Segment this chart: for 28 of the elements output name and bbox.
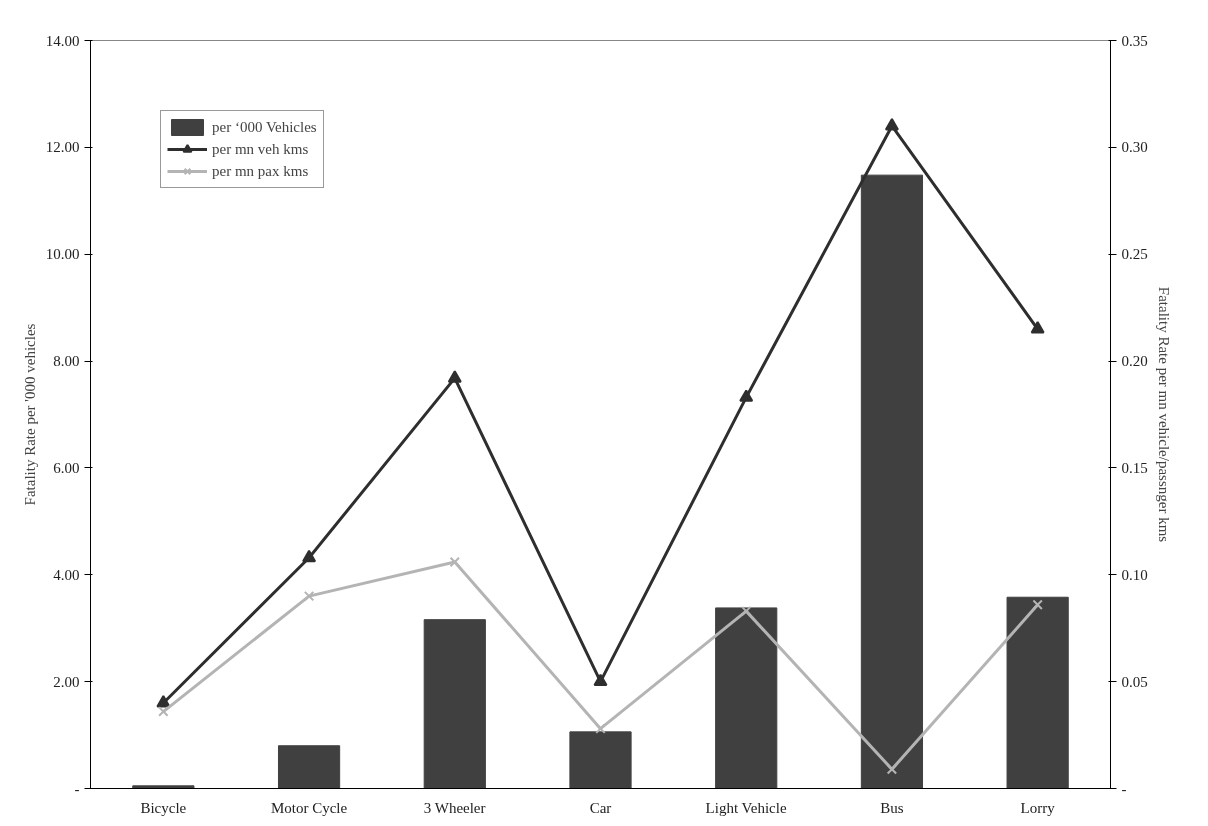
legend-label: per mn veh kms <box>212 140 309 158</box>
legend-label: per ‘000 Vehicles <box>212 118 317 136</box>
y-tick-label: 10.00 <box>45 246 80 263</box>
x-tick-label: Bicycle <box>140 799 187 816</box>
y-tick-label: 14.00 <box>45 32 80 49</box>
y-tick-label: 2.00 <box>53 673 80 690</box>
y2-tick-label: 0.35 <box>1121 32 1148 49</box>
x-tick-label: Light Vehicle <box>705 799 787 816</box>
y2-tick-label: - <box>1121 780 1127 797</box>
x-tick-label: Lorry <box>1020 799 1056 816</box>
y-tick-label: 12.00 <box>45 139 80 156</box>
x-tick-label: 3 Wheeler <box>423 799 486 816</box>
y2-tick-label: 0.30 <box>1121 139 1148 156</box>
y2-tick-label: 0.05 <box>1121 673 1148 690</box>
x-tick-label: Car <box>589 799 612 816</box>
y2-tick-label: 0.25 <box>1121 246 1148 263</box>
x-tick-label: Bus <box>880 799 904 816</box>
y2-tick-label: 0.20 <box>1121 353 1148 370</box>
y-tick-label: - <box>74 780 80 797</box>
x-tick-label: Motor Cycle <box>270 799 348 816</box>
y-tick-label: 6.00 <box>53 459 80 476</box>
y2-axis-title: Fatality Rate per mn vehicle/passnger kms <box>1155 286 1172 543</box>
y-tick-label: 4.00 <box>53 566 80 583</box>
y2-tick-label: 0.15 <box>1121 459 1148 476</box>
legend-label: per mn pax kms <box>212 162 309 180</box>
y-axis-title: Fatality Rate per '000 vehicles <box>21 323 38 506</box>
y-tick-label: 8.00 <box>53 353 80 370</box>
y2-tick-label: 0.10 <box>1121 566 1148 583</box>
